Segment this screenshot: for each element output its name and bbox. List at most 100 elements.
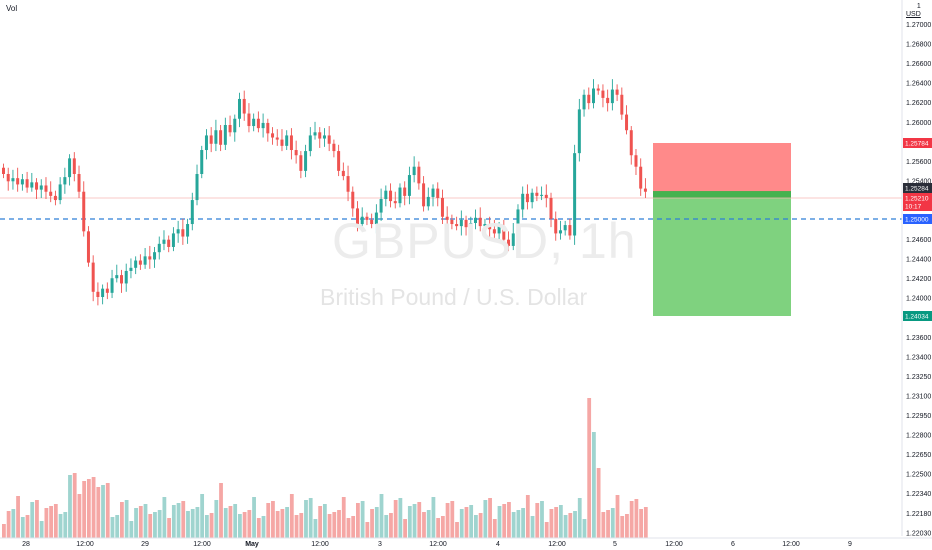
volume-bar xyxy=(596,468,601,538)
candle-body xyxy=(82,191,86,232)
candle-body xyxy=(445,216,449,220)
time-tick-label: 12:00 xyxy=(311,541,329,548)
stop-loss-zone xyxy=(653,143,791,192)
candle-body xyxy=(507,239,511,246)
candle-body xyxy=(327,135,331,144)
candle-body xyxy=(606,97,610,104)
time-tick-label: 29 xyxy=(141,541,149,548)
candle-body xyxy=(431,188,435,197)
candle-body xyxy=(426,196,430,207)
candle-body xyxy=(592,88,595,104)
volume-bar xyxy=(219,483,223,538)
volume-bar xyxy=(176,503,181,538)
price-axis[interactable]: 1.27000 1.26800 1.26600 1.26400 1.26200 1.260… xyxy=(901,0,932,550)
volume-bar xyxy=(563,515,568,538)
candle-body xyxy=(530,192,534,203)
currency-code: USD xyxy=(906,11,921,18)
price-tick-label: 1.23600 xyxy=(906,335,931,342)
position-zones[interactable] xyxy=(653,143,791,316)
volume-bar xyxy=(554,507,559,538)
volume-bar xyxy=(643,507,648,538)
volume-bar xyxy=(582,519,587,538)
volume-bar xyxy=(322,504,327,538)
candle-body xyxy=(525,193,529,203)
price-tick-label: 1.26200 xyxy=(906,100,931,107)
candle-body xyxy=(96,291,100,298)
volume-bar xyxy=(16,496,20,538)
volume-bar xyxy=(540,501,544,538)
volume-bar xyxy=(266,503,271,538)
candle-body xyxy=(610,89,614,104)
candle-body xyxy=(318,132,322,139)
candle-body xyxy=(582,94,586,110)
candles xyxy=(2,79,647,306)
volume-indicator-label[interactable]: Vol xyxy=(6,4,18,13)
currency-selector[interactable]: 1 USD xyxy=(906,3,921,19)
volume-bar xyxy=(120,502,124,538)
candle-body xyxy=(299,155,303,171)
volume-bar xyxy=(474,515,478,538)
volume-bar xyxy=(91,477,96,538)
candle-body xyxy=(436,188,440,198)
volume-bar xyxy=(625,514,629,538)
candle-body xyxy=(634,155,638,167)
candle-body xyxy=(492,229,496,234)
candle-body xyxy=(266,122,270,134)
candle-body xyxy=(233,118,237,133)
volume-bar xyxy=(360,501,365,538)
candle-body xyxy=(497,226,501,234)
price-tick-label: 1.23250 xyxy=(906,374,931,381)
candle-body xyxy=(171,233,175,247)
candle-body xyxy=(289,135,293,151)
volume-bar xyxy=(68,475,72,538)
time-tick-label: 12:00 xyxy=(193,541,211,548)
candle-body xyxy=(360,216,364,225)
volume-bar xyxy=(620,516,625,538)
price-tick-label: 1.22500 xyxy=(906,472,931,479)
candle-body xyxy=(129,267,133,271)
volume-bar xyxy=(488,498,492,538)
candle-body xyxy=(455,224,459,227)
volume-bar xyxy=(530,516,535,538)
volume-bar xyxy=(138,506,143,538)
candle-body xyxy=(322,135,326,139)
candle-body xyxy=(271,133,275,138)
volume-bar xyxy=(634,499,639,538)
price-tick-label: 1.25600 xyxy=(906,159,931,166)
volume-bar xyxy=(478,513,483,538)
price-tick-label: 1.24200 xyxy=(906,276,931,283)
symbol-watermark: GBPUSD, 1h xyxy=(332,213,637,269)
candle-body xyxy=(393,201,397,204)
candle-body xyxy=(39,185,43,190)
candle-body xyxy=(153,252,157,260)
volume-bar xyxy=(30,502,35,538)
volume-bar xyxy=(426,510,431,538)
volume-bar xyxy=(134,508,138,538)
candle-body xyxy=(110,278,114,293)
volume-bar xyxy=(332,512,337,538)
volume-bar xyxy=(101,485,105,538)
volume-bar xyxy=(521,508,525,538)
volume-bar xyxy=(507,502,511,538)
candle-body xyxy=(540,194,544,196)
candle-body xyxy=(625,114,629,131)
candle-body xyxy=(120,275,123,284)
volume-bar xyxy=(233,504,238,538)
volume-bar xyxy=(280,509,285,538)
line-price-badge-background xyxy=(903,214,932,224)
volume-bar xyxy=(464,507,469,538)
candle-body xyxy=(294,150,298,156)
volume-bar xyxy=(115,515,120,538)
candle-body xyxy=(535,192,539,196)
volume-bar xyxy=(351,516,356,538)
volume-bar xyxy=(204,515,209,538)
candle-body xyxy=(643,188,647,192)
volume-bar xyxy=(370,509,374,538)
time-tick-label: 12:00 xyxy=(548,541,566,548)
time-axis[interactable]: 28 12:00 29 12:00 May 12:00 3 12:00 4 12:00 5 12:00… xyxy=(0,537,932,548)
volume-bar xyxy=(544,522,549,538)
price-tick-label: 1.25400 xyxy=(906,178,931,185)
candle-body xyxy=(440,197,444,217)
